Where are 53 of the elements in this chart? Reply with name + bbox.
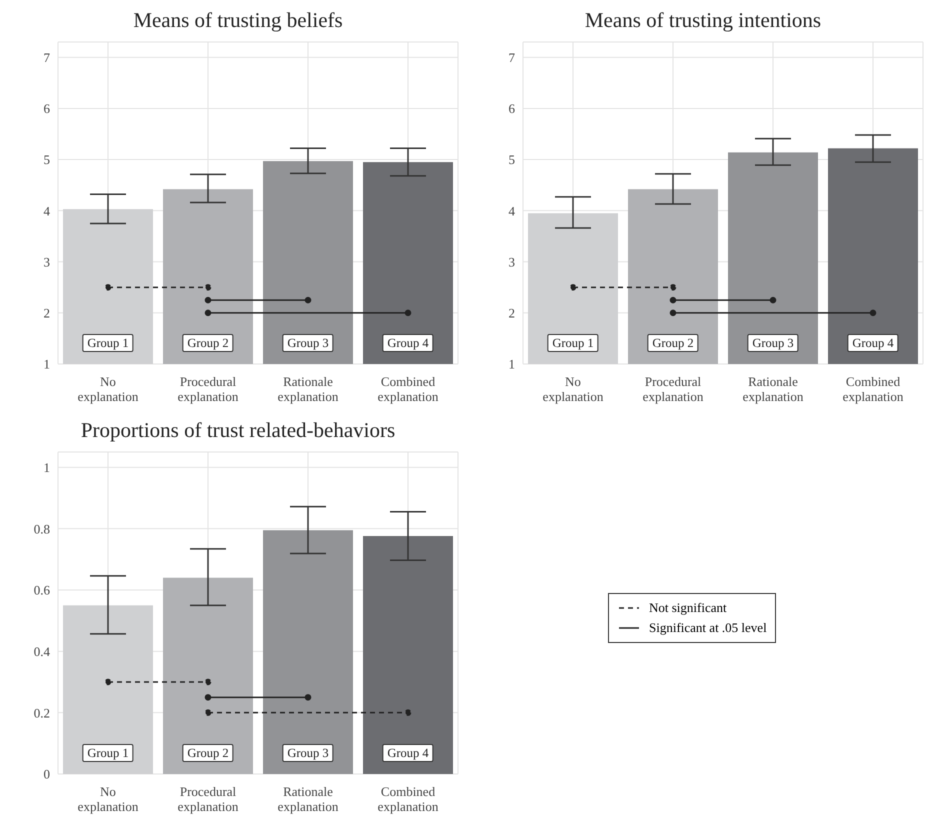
annotation: Group 3: [282, 744, 334, 762]
y-tick-label: 7: [44, 50, 50, 65]
annotation: Group 3: [282, 334, 334, 352]
y-tick-label: 6: [508, 101, 516, 116]
y-tick-label: 0.4: [34, 644, 50, 659]
y-tick-label: 5: [44, 152, 50, 168]
annotation: Group 1: [82, 334, 134, 352]
y-tick-label: 1: [44, 460, 50, 475]
x-tick-label: Procedural explanation: [178, 784, 239, 814]
y-tick-label: 1: [508, 356, 515, 372]
y-tick-label: 6: [44, 101, 50, 116]
annotation: Group 2: [647, 334, 699, 352]
bar: [363, 536, 453, 774]
x-tick-label: Procedural explanation: [178, 374, 239, 404]
chart-title: Means of trusting intentions: [584, 8, 822, 34]
x-tick-label: Combined explanation: [378, 374, 439, 404]
x-tick-label: Combined explanation: [842, 374, 904, 404]
bar: [263, 530, 353, 774]
y-tick-label: 4: [44, 203, 50, 218]
x-tick-label: No explanation: [78, 784, 139, 814]
x-tick-label: No explanation: [542, 374, 604, 404]
annotation: Group 1: [82, 744, 134, 762]
bar: [163, 578, 253, 774]
chart-title: Means of trusting beliefs: [132, 8, 344, 34]
y-tick-label: 3: [508, 254, 515, 270]
annotation: Group 3: [747, 334, 799, 352]
y-tick-label: 5: [508, 152, 515, 168]
annotation: Group 4: [382, 744, 434, 762]
y-tick-label: 2: [508, 306, 515, 321]
y-tick-label: 7: [508, 50, 516, 65]
y-tick-label: 0.2: [34, 705, 50, 720]
annotation: Group 4: [382, 334, 434, 352]
y-tick-label: 0.8: [34, 521, 50, 536]
x-tick-label: Procedural explanation: [642, 374, 704, 404]
y-tick-label: 1: [44, 356, 50, 372]
chart-title: Proportions of trust related-behaviors: [80, 418, 396, 444]
x-tick-label: Rationale explanation: [278, 784, 339, 814]
y-tick-label: 0: [44, 766, 50, 782]
y-tick-label: 2: [44, 306, 50, 321]
y-tick-label: 3: [44, 254, 50, 270]
x-tick-label: Combined explanation: [378, 784, 439, 814]
annotation: Group 4: [847, 334, 899, 352]
annotation: Group 1: [547, 334, 599, 352]
legend-label: Significant at .05 level: [649, 620, 767, 636]
legend-label: Not significant: [649, 600, 727, 616]
annotation: Group 2: [182, 334, 234, 352]
x-tick-label: No explanation: [78, 374, 139, 404]
y-tick-label: 4: [508, 203, 516, 218]
annotation: Group 2: [182, 744, 234, 762]
x-tick-label: Rationale explanation: [278, 374, 339, 404]
x-tick-label: Rationale explanation: [742, 374, 804, 404]
y-tick-label: 0.6: [34, 582, 50, 598]
bar: [63, 605, 153, 774]
